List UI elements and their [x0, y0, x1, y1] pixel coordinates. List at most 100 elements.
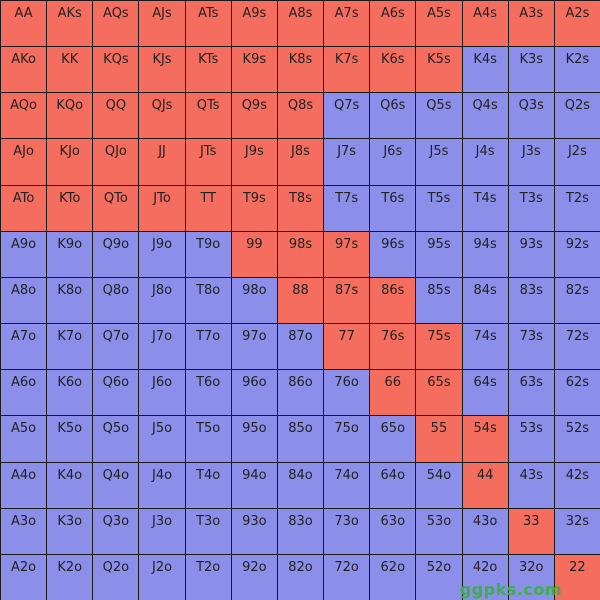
hand-cell: J8s	[276, 138, 325, 186]
hand-cell: J5o	[138, 415, 186, 463]
hand-cell: 85s	[415, 276, 463, 325]
hand-cell: A7o	[0, 323, 48, 371]
hand-cell: 53o	[415, 507, 463, 555]
hand-cell: K2o	[46, 553, 94, 600]
hand-cell: A7s	[323, 0, 371, 48]
hand-cell: J4o	[138, 461, 186, 509]
hand-cell: AKo	[0, 46, 48, 94]
hand-cell: J9s	[230, 138, 278, 186]
hand-cell: 42o	[461, 553, 509, 600]
hand-cell: 55	[415, 415, 463, 463]
hand-cell: KK	[46, 46, 94, 94]
hand-cell: Q2s	[553, 92, 600, 140]
hand-cell: A4s	[461, 0, 509, 48]
hand-cell: T7o	[184, 323, 232, 371]
hand-cell: AKs	[46, 0, 94, 48]
hand-cell: QTs	[184, 92, 232, 140]
hand-cell: KTo	[46, 184, 94, 232]
hand-cell: J3o	[138, 507, 186, 555]
hand-cell: J5s	[415, 138, 463, 186]
hand-cell: QJs	[138, 92, 186, 140]
hand-cell: Q5o	[92, 415, 140, 463]
hand-cell: 52s	[553, 415, 600, 463]
hand-cell: Q9o	[92, 230, 140, 278]
hand-cell: K9s	[230, 46, 278, 94]
hand-cell: A3s	[507, 0, 555, 48]
hand-cell: 73s	[507, 323, 555, 371]
hand-cell: KTs	[184, 46, 232, 94]
hand-cell: K3o	[46, 507, 94, 555]
hand-cell: J7o	[138, 323, 186, 371]
hand-cell: 65s	[415, 369, 463, 417]
hand-cell: 64s	[461, 369, 509, 417]
hand-cell: KJo	[46, 138, 94, 186]
hand-cell: QQ	[92, 92, 140, 140]
hand-cell: Q4o	[92, 461, 140, 509]
hand-cell: 92s	[553, 230, 600, 278]
hand-cell: 98o	[230, 276, 278, 325]
hand-cell: 94o	[230, 461, 278, 509]
hand-cell: 99	[230, 230, 278, 278]
hand-cell: ATo	[0, 184, 48, 232]
hand-cell: AA	[0, 0, 48, 48]
hand-cell: 95s	[415, 230, 463, 278]
hand-cell: A8o	[0, 276, 48, 325]
hand-cell: K7s	[323, 46, 371, 94]
hand-cell: 87o	[276, 323, 325, 371]
hand-cell: 32s	[553, 507, 600, 555]
hand-cell: K4o	[46, 461, 94, 509]
hand-cell: 96s	[369, 230, 417, 278]
hand-cell: A2s	[553, 0, 600, 48]
hand-cell: T9s	[230, 184, 278, 232]
hand-cell: T3s	[507, 184, 555, 232]
hand-cell: QTo	[92, 184, 140, 232]
hand-cell: Q3s	[507, 92, 555, 140]
hand-cell: AJs	[138, 0, 186, 48]
hand-cell: J4s	[461, 138, 509, 186]
hand-cell: AQs	[92, 0, 140, 48]
hand-cell: 94s	[461, 230, 509, 278]
hand-cell: 83o	[276, 507, 325, 555]
hand-cell: T2o	[184, 553, 232, 600]
hand-cell: Q7s	[323, 92, 371, 140]
hand-cell: J9o	[138, 230, 186, 278]
hand-cell: T6s	[369, 184, 417, 232]
hand-cell: AQo	[0, 92, 48, 140]
hand-cell: J8o	[138, 276, 186, 325]
hand-cell: A2o	[0, 553, 48, 600]
hand-cell: 54o	[415, 461, 463, 509]
hand-cell: 82s	[553, 276, 600, 325]
hand-cell: 85o	[276, 415, 325, 463]
hand-cell: KJs	[138, 46, 186, 94]
hand-cell: KQs	[92, 46, 140, 94]
hand-cell: JTs	[184, 138, 232, 186]
hand-cell: 98s	[276, 230, 325, 278]
hand-cell: T3o	[184, 507, 232, 555]
hand-cell: Q7o	[92, 323, 140, 371]
hand-cell: 22	[553, 553, 600, 600]
hand-cell: K6o	[46, 369, 94, 417]
hand-cell: 43o	[461, 507, 509, 555]
hand-cell: J2s	[553, 138, 600, 186]
hand-cell: ATs	[184, 0, 232, 48]
hand-cell: J6s	[369, 138, 417, 186]
hand-cell: 92o	[230, 553, 278, 600]
hand-cell: A9o	[0, 230, 48, 278]
hand-cell: 63o	[369, 507, 417, 555]
hand-cell: 64o	[369, 461, 417, 509]
hand-cell: 33	[507, 507, 555, 555]
hand-cell: A5o	[0, 415, 48, 463]
hand-cell: J3s	[507, 138, 555, 186]
hand-cell: 93s	[507, 230, 555, 278]
hand-cell: 95o	[230, 415, 278, 463]
hand-cell: Q4s	[461, 92, 509, 140]
hand-cell: 84o	[276, 461, 325, 509]
hand-cell: 82o	[276, 553, 325, 600]
hand-cell: 87s	[323, 276, 371, 325]
hand-cell: 63s	[507, 369, 555, 417]
hand-cell: K9o	[46, 230, 94, 278]
hand-cell: J2o	[138, 553, 186, 600]
hand-cell: JJ	[138, 138, 186, 186]
hand-cell: T2s	[553, 184, 600, 232]
hand-cell: T7s	[323, 184, 371, 232]
